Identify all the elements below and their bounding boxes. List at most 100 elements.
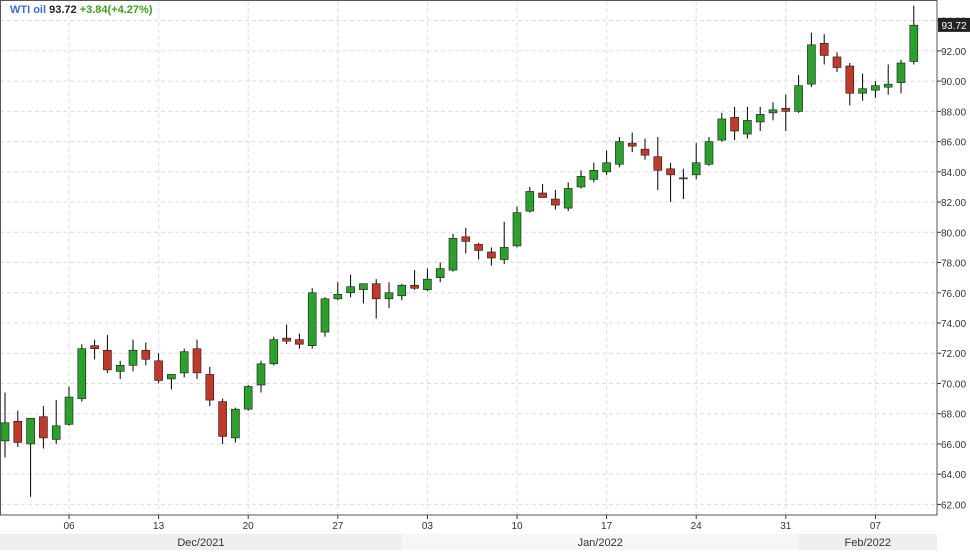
candle	[384, 282, 394, 308]
candle	[679, 168, 688, 200]
candle-body	[423, 278, 432, 291]
y-tick-label: 86.00	[941, 138, 966, 149]
y-tick-label: 64.00	[941, 470, 966, 481]
candle-body	[218, 401, 227, 437]
y-tick-label: 82.00	[941, 198, 966, 209]
candle	[435, 262, 445, 283]
candle-body	[371, 283, 381, 300]
candle-body	[755, 114, 765, 123]
candle-body	[192, 348, 202, 374]
candle-body	[359, 283, 368, 291]
candle-body	[781, 108, 791, 112]
candle	[0, 392, 10, 458]
candle-body	[845, 65, 855, 94]
candle-body	[499, 247, 509, 260]
candle-body	[883, 83, 893, 88]
candle	[730, 106, 739, 141]
x-tick-label: 27	[332, 521, 344, 532]
candle-body	[13, 420, 23, 443]
candle-body	[666, 168, 675, 176]
grid	[0, 1, 937, 515]
candle	[77, 344, 87, 402]
candle-body	[512, 212, 522, 247]
candle	[909, 5, 919, 65]
candle	[589, 162, 599, 183]
candle-body	[615, 141, 624, 165]
candle	[563, 182, 573, 212]
candle	[269, 336, 279, 366]
candle	[768, 102, 778, 121]
month-band	[401, 534, 799, 550]
y-tick-label: 68.00	[941, 410, 966, 421]
candle-body	[256, 363, 266, 386]
candle	[819, 34, 829, 65]
x-tick-label: 24	[691, 521, 703, 532]
candle-body	[563, 188, 573, 209]
candle	[423, 268, 432, 292]
candle	[13, 410, 23, 447]
candle	[397, 283, 407, 301]
y-tick-label: 66.00	[941, 440, 966, 451]
candle-body	[909, 24, 919, 62]
x-tick-label: 10	[511, 521, 523, 532]
x-tick-label: 06	[63, 521, 75, 532]
candle-body	[295, 339, 304, 345]
candle	[51, 400, 61, 444]
candle-body	[77, 348, 87, 399]
candle-body	[819, 43, 829, 56]
candle-body	[243, 386, 253, 410]
candle-body	[103, 349, 112, 371]
x-tick-label: 31	[780, 521, 792, 532]
x-tick-label: 17	[601, 521, 613, 532]
candle	[320, 297, 330, 337]
candle	[410, 270, 419, 290]
candle	[653, 137, 663, 190]
candle	[525, 186, 535, 213]
candle-body	[115, 365, 125, 372]
candle-body	[704, 141, 714, 165]
candle-body	[269, 339, 279, 365]
candle	[807, 32, 816, 88]
candle	[115, 360, 125, 379]
y-tick-label: 90.00	[941, 77, 966, 88]
candle-body	[384, 292, 394, 300]
candle-body	[333, 293, 343, 300]
chart-header: WTI oil 93.72 +3.84(+4.27%)	[10, 4, 153, 16]
candle	[448, 233, 458, 272]
price-change: +3.84	[79, 4, 108, 16]
candle-body	[320, 298, 330, 333]
candle-body	[538, 192, 547, 198]
candle	[602, 150, 611, 175]
candle	[512, 206, 522, 248]
candle	[282, 324, 291, 345]
y-tick-label: 88.00	[941, 107, 966, 118]
candle-body	[64, 396, 74, 425]
candle	[691, 143, 701, 180]
candle	[141, 342, 151, 366]
candle-body	[167, 374, 176, 380]
candle	[487, 247, 496, 266]
candle	[615, 137, 624, 168]
price-change-percent: (+4.27%)	[107, 4, 153, 16]
candle-body	[128, 349, 138, 366]
candle-body	[551, 198, 560, 206]
candle	[640, 138, 650, 160]
candle-body	[205, 374, 215, 401]
y-tick-label: 76.00	[941, 289, 966, 300]
candle	[845, 62, 855, 106]
candle	[896, 59, 906, 94]
y-tick-label: 78.00	[941, 259, 966, 270]
candle	[755, 106, 765, 132]
candle	[167, 374, 176, 390]
candle	[871, 81, 880, 98]
candle	[128, 339, 138, 372]
candle-body	[871, 85, 880, 91]
candle-body	[141, 349, 151, 360]
candle-body	[627, 142, 637, 147]
candle-body	[730, 117, 739, 132]
candle	[781, 94, 791, 132]
candle	[576, 170, 586, 189]
candle-body	[743, 120, 752, 135]
